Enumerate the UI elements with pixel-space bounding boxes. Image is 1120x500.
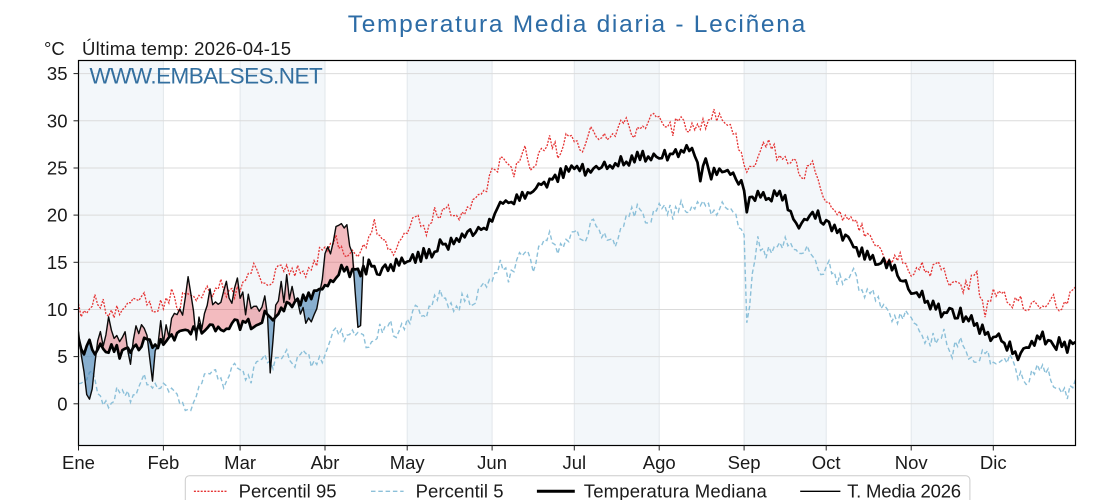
svg-text:5: 5 (57, 346, 67, 367)
svg-text:Abr: Abr (311, 452, 340, 473)
svg-text:25: 25 (47, 158, 68, 179)
svg-text:Ene: Ene (62, 452, 95, 473)
svg-text:Temperatura Mediana: Temperatura Mediana (584, 480, 768, 500)
svg-text:Percentil 5: Percentil 5 (416, 480, 504, 500)
svg-text:30: 30 (47, 110, 68, 131)
svg-text:°C: °C (44, 38, 65, 59)
svg-text:Última temp: 2026-04-15: Última temp: 2026-04-15 (82, 38, 291, 59)
svg-text:Mar: Mar (224, 452, 256, 473)
svg-text:15: 15 (47, 252, 68, 273)
svg-text:Nov: Nov (895, 452, 929, 473)
svg-text:Temperatura Media diaria - Lec: Temperatura Media diaria - Leciñena (348, 11, 806, 38)
svg-text:Jul: Jul (562, 452, 586, 473)
svg-text:May: May (390, 452, 426, 473)
svg-text:Ago: Ago (643, 452, 676, 473)
svg-text:Dic: Dic (980, 452, 1007, 473)
svg-text:WWW.EMBALSES.NET: WWW.EMBALSES.NET (90, 64, 323, 89)
svg-text:0: 0 (57, 393, 67, 414)
svg-text:10: 10 (47, 299, 68, 320)
svg-text:20: 20 (47, 205, 68, 226)
svg-text:T. Media 2026: T. Media 2026 (847, 480, 961, 500)
svg-text:Oct: Oct (812, 452, 841, 473)
svg-text:Percentil 95: Percentil 95 (239, 480, 337, 500)
svg-text:Jun: Jun (477, 452, 507, 473)
svg-text:Sep: Sep (728, 452, 761, 473)
svg-text:35: 35 (47, 63, 68, 84)
svg-text:Feb: Feb (147, 452, 179, 473)
